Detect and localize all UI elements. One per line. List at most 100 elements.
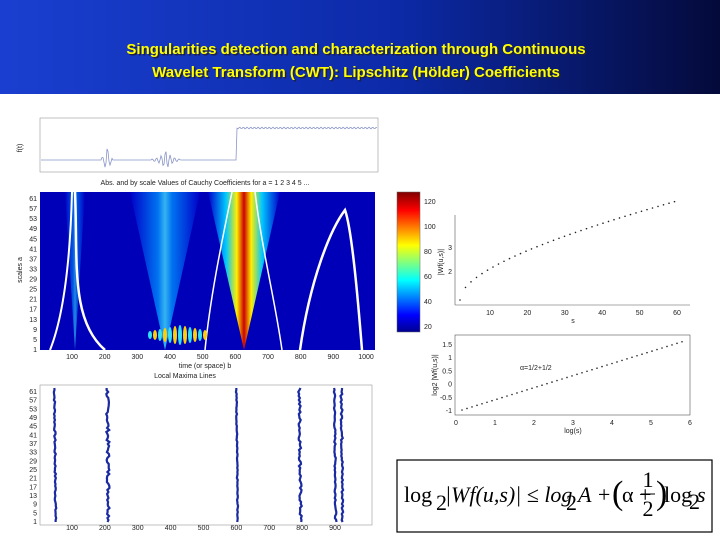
point <box>651 350 653 352</box>
y-tick-label: 2 <box>448 269 452 276</box>
spot <box>198 329 202 341</box>
spot <box>163 328 167 342</box>
y-tick-label: 9 <box>33 502 37 509</box>
point <box>613 218 615 221</box>
point <box>591 226 593 228</box>
y-tick-label: 57 <box>29 206 37 213</box>
point <box>606 364 608 366</box>
point <box>466 407 468 410</box>
y-tick-label: 37 <box>29 441 37 448</box>
point <box>551 381 553 383</box>
point <box>481 403 483 405</box>
x-tick-label: 100 <box>66 354 78 361</box>
spot <box>173 326 177 344</box>
ridge <box>204 191 233 351</box>
point <box>531 387 533 390</box>
y-tick-label: 1 <box>33 347 37 354</box>
point <box>621 359 623 362</box>
point <box>486 401 488 404</box>
title-shadow: Singularities detection and characteriza… <box>128 43 587 60</box>
point <box>536 245 538 248</box>
point <box>503 260 505 263</box>
point <box>558 237 560 240</box>
x-tick-label: 40 <box>598 310 606 317</box>
point <box>607 220 610 223</box>
log-points <box>461 341 683 411</box>
point <box>586 370 588 373</box>
point <box>514 255 516 257</box>
y-tick-label: 13 <box>29 493 37 500</box>
signal-curve <box>41 126 378 168</box>
spot <box>148 331 152 339</box>
point <box>530 248 533 250</box>
point <box>662 204 665 206</box>
paren: ) <box>656 475 667 512</box>
point <box>666 345 668 348</box>
point <box>576 373 578 376</box>
y-tick-label: 21 <box>29 476 37 483</box>
formula-part: s <box>697 482 706 507</box>
point <box>640 210 643 213</box>
point <box>541 243 544 246</box>
cwt-xlabel: time (or space) b <box>179 363 232 370</box>
point <box>541 384 543 387</box>
x-tick-label: 200 <box>99 525 111 532</box>
point <box>602 222 604 225</box>
formula-part: A + <box>576 482 611 507</box>
y-tick-label: 0 <box>448 382 452 389</box>
log-ylabel: log2 |Wf(u,s)| <box>432 354 439 396</box>
spot <box>188 327 192 343</box>
y-tick-label: 1.5 <box>442 342 452 349</box>
x-tick-label: 800 <box>296 525 308 532</box>
point <box>491 399 493 402</box>
x-tick-label: 3 <box>571 420 575 427</box>
x-tick-label: 500 <box>197 354 209 361</box>
log-axes <box>454 334 691 416</box>
point <box>656 348 658 351</box>
x-tick-label: 600 <box>229 354 241 361</box>
point <box>591 368 593 371</box>
y-tick-label: 61 <box>29 389 37 396</box>
x-tick-label: 20 <box>524 310 532 317</box>
point <box>497 263 500 265</box>
x-tick-label: 30 <box>561 310 569 317</box>
point <box>668 202 670 205</box>
point <box>673 200 676 203</box>
x-tick-label: 10 <box>486 310 494 317</box>
maxima-line <box>234 387 240 523</box>
cone <box>130 192 200 350</box>
paren: ( <box>612 475 623 512</box>
point <box>525 250 527 253</box>
log-xlabel: log(s) <box>564 428 582 435</box>
y-tick-label: 3 <box>448 245 452 252</box>
y-tick-label: 100 <box>424 224 436 231</box>
point <box>596 224 599 226</box>
point <box>671 344 673 346</box>
y-tick-label: 45 <box>29 236 37 243</box>
formula-box <box>396 459 713 533</box>
y-tick-label: 49 <box>29 226 37 233</box>
y-tick-label: 17 <box>29 307 37 314</box>
point <box>475 276 478 279</box>
point <box>646 351 648 354</box>
point <box>496 398 498 400</box>
point <box>516 392 518 394</box>
x-tick-label: 1 <box>493 420 497 427</box>
y-tick-label: 25 <box>29 287 37 294</box>
point <box>657 205 659 208</box>
point <box>601 365 603 368</box>
formula-part: 2 <box>566 490 577 515</box>
x-tick-label: 200 <box>99 354 111 361</box>
y-tick-label: 53 <box>29 406 37 413</box>
point <box>476 404 478 407</box>
formula-part: 1 <box>643 467 654 492</box>
point <box>646 208 648 211</box>
x-tick-label: 4 <box>610 420 614 427</box>
x-tick-label: 900 <box>327 354 339 361</box>
point <box>585 227 588 230</box>
point <box>611 362 613 365</box>
maxima-title: Local Maxima Lines <box>154 373 216 380</box>
y-tick-label: 41 <box>29 432 37 439</box>
y-tick-label: 0.5 <box>442 368 452 375</box>
point <box>511 393 513 396</box>
